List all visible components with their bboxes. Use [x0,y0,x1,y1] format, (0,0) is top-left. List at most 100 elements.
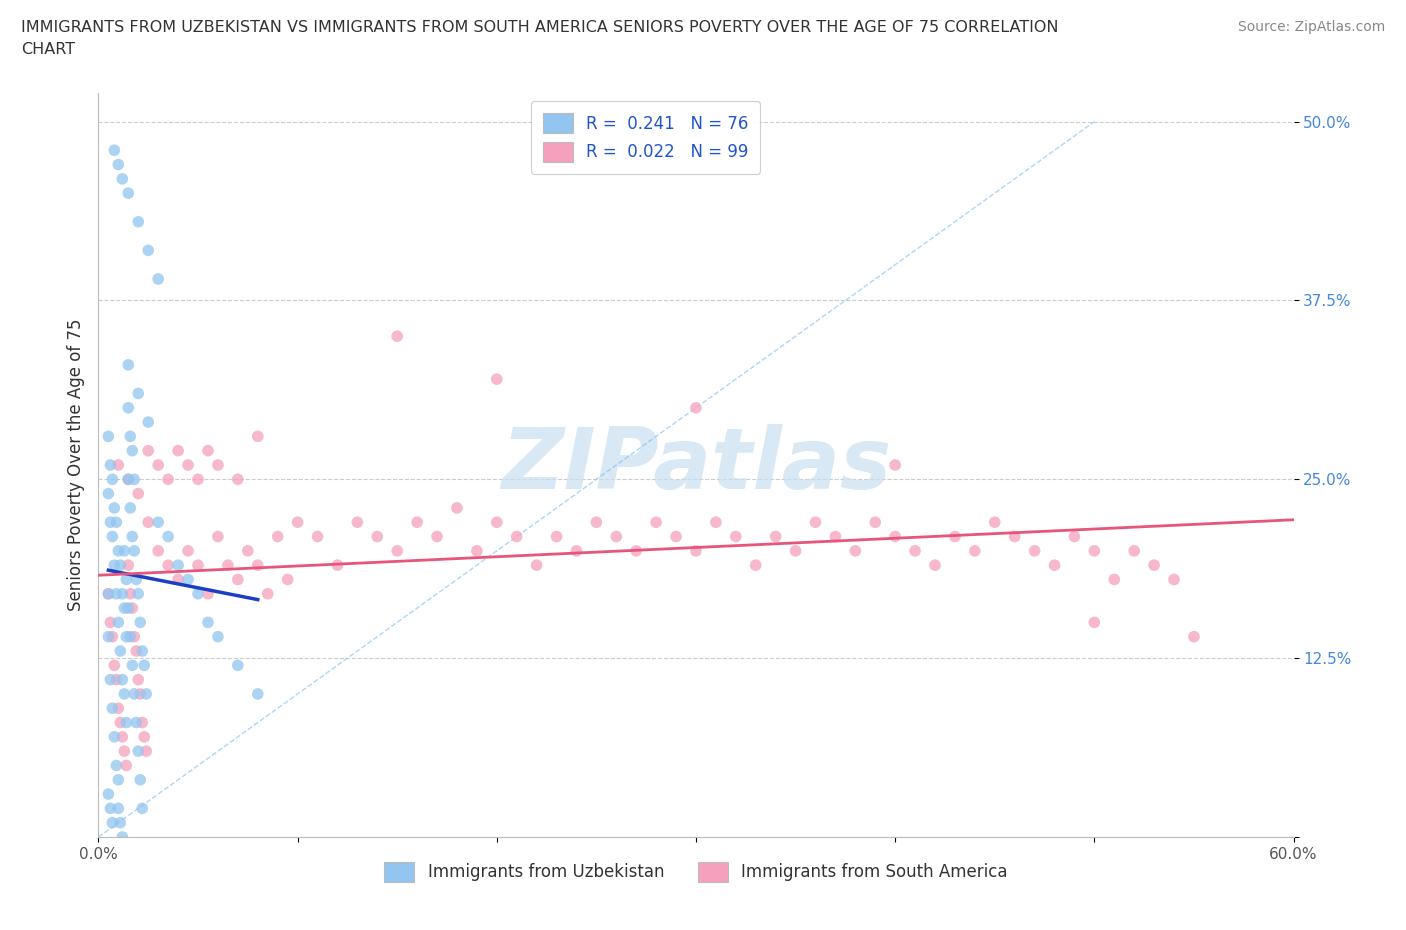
Point [136,415,159,430]
Point [135,686,157,701]
Point [246,429,269,444]
Point [111,586,134,601]
Point [236,543,259,558]
Text: IMMIGRANTS FROM UZBEKISTAN VS IMMIGRANTS FROM SOUTH AMERICA SENIORS POVERTY OVER: IMMIGRANTS FROM UZBEKISTAN VS IMMIGRANTS… [21,20,1059,35]
Point [127,586,149,601]
Point [148,458,170,472]
Point [103,558,125,573]
Point [103,143,125,158]
Point [129,615,152,630]
Point [129,772,152,787]
Point [101,701,124,716]
Point [127,386,149,401]
Point [120,630,142,644]
Point [1063,529,1085,544]
Point [924,558,946,573]
Point [963,543,986,558]
Point [121,444,143,458]
Point [117,186,139,201]
Point [585,515,607,530]
Point [765,529,787,544]
Point [101,630,124,644]
Point [121,529,143,544]
Point [485,515,508,530]
Point [884,529,907,544]
Point [645,515,668,530]
Point [101,529,124,544]
Point [107,615,129,630]
Point [1083,615,1105,630]
Point [1004,529,1026,544]
Point [124,472,146,486]
Point [1143,558,1166,573]
Point [1083,543,1105,558]
Point [101,816,124,830]
Point [226,572,249,587]
Y-axis label: Seniors Poverty Over the Age of 75: Seniors Poverty Over the Age of 75 [66,319,84,611]
Point [167,572,190,587]
Point [97,586,120,601]
Point [98,801,122,816]
Point [865,515,887,530]
Point [665,529,688,544]
Point [385,329,409,344]
Text: Source: ZipAtlas.com: Source: ZipAtlas.com [1237,20,1385,34]
Point [134,658,156,672]
Text: CHART: CHART [21,42,75,57]
Point [101,472,124,486]
Point [804,515,827,530]
Point [1024,543,1046,558]
Point [112,601,135,616]
Point [148,272,170,286]
Point [112,744,135,759]
Point [157,472,180,486]
Point [207,630,229,644]
Point [884,458,907,472]
Point [136,515,159,530]
Point [131,644,153,658]
Point [148,543,170,558]
Point [187,586,209,601]
Point [117,357,139,372]
Point [136,243,159,258]
Point [177,458,200,472]
Point [565,543,588,558]
Point [107,701,129,716]
Point [121,601,143,616]
Point [1043,558,1066,573]
Point [246,686,269,701]
Point [167,558,190,573]
Point [134,729,156,744]
Point [1163,572,1185,587]
Point [226,658,249,672]
Point [197,586,219,601]
Point [685,543,707,558]
Point [1104,572,1126,587]
Point [110,816,132,830]
Point [111,830,134,844]
Point [824,529,846,544]
Point [105,672,128,687]
Point [1182,630,1205,644]
Point [103,658,125,672]
Point [197,615,219,630]
Point [446,500,468,515]
Point [605,529,627,544]
Point [256,586,278,601]
Point [984,515,1007,530]
Point [267,529,290,544]
Point [745,558,768,573]
Point [1123,543,1146,558]
Point [136,444,159,458]
Point [110,715,132,730]
Point [226,472,249,486]
Point [704,515,727,530]
Point [115,630,138,644]
Point [115,715,138,730]
Point [98,615,122,630]
Point [117,400,139,415]
Point [131,715,153,730]
Point [110,558,132,573]
Point [97,429,120,444]
Point [124,630,146,644]
